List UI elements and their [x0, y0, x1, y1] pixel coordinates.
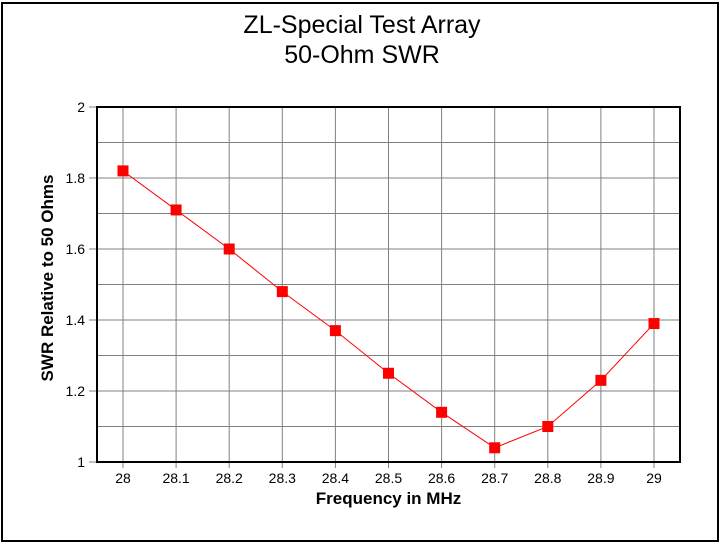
x-tick-label: 29 — [646, 470, 662, 486]
data-point-marker — [276, 286, 288, 298]
plot-border — [96, 106, 681, 463]
y-tick-label: 1.4 — [66, 312, 86, 328]
y-tick-label: 1.2 — [66, 383, 86, 399]
data-point-marker — [489, 442, 501, 454]
y-tick-label: 1.8 — [66, 170, 86, 186]
x-tick-label: 28.8 — [534, 470, 561, 486]
data-point-marker — [170, 204, 182, 216]
data-point-marker — [223, 243, 235, 255]
y-tick-label: 1.6 — [66, 241, 86, 257]
x-tick-label: 28.1 — [162, 470, 189, 486]
x-tick-label: 28.7 — [481, 470, 508, 486]
x-tick-label: 28.5 — [375, 470, 402, 486]
data-point-marker — [383, 367, 394, 379]
chart-title-line1: ZL-Special Test Array — [243, 11, 481, 39]
x-axis-title: Frequency in MHz — [315, 489, 462, 508]
x-tick-label: 28.6 — [428, 470, 455, 486]
y-axis-title: SWR Relative to 50 Ohms — [38, 174, 57, 382]
y-tick-label: 1 — [77, 454, 85, 470]
y-tick-label: 2 — [77, 99, 85, 115]
x-tick-label: 28.9 — [587, 470, 614, 486]
data-point-marker — [595, 374, 607, 386]
x-tick-label: 28.3 — [269, 470, 296, 486]
x-tick-label: 28.2 — [216, 470, 243, 486]
data-point-marker — [329, 325, 341, 337]
data-point-marker — [117, 165, 129, 177]
x-tick-label: 28.4 — [322, 470, 349, 486]
x-tick-label: 28 — [115, 470, 131, 486]
data-point-marker — [436, 406, 448, 418]
chart-title-line2: 50-Ohm SWR — [284, 41, 440, 69]
chart-title: ZL-Special Test Array 50-Ohm SWR — [0, 10, 724, 70]
data-point-marker — [542, 421, 554, 432]
data-point-marker — [648, 318, 660, 330]
